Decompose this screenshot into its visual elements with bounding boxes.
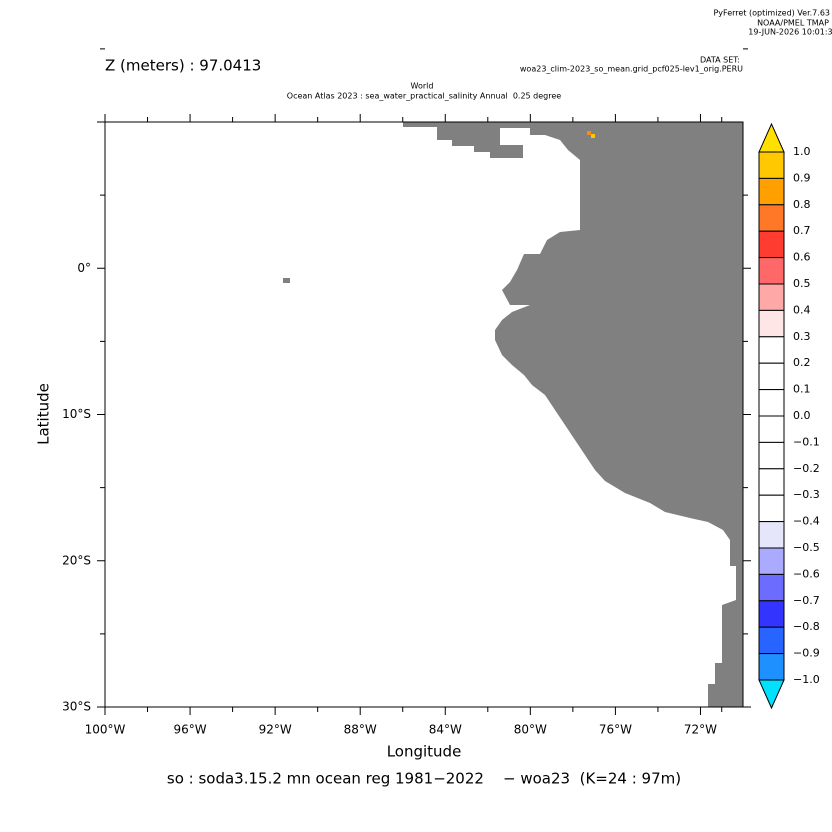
- colorbar-label: −1.0: [793, 673, 820, 686]
- colorbar-box: [758, 283, 785, 311]
- colorbar-box: [758, 415, 785, 443]
- y-tick-label: 10°S: [62, 407, 91, 421]
- colorbar-label: 0.3: [793, 330, 811, 343]
- colorbar-box: [758, 626, 785, 655]
- x-tick-label: 92°W: [259, 723, 292, 737]
- colorbar-box: [758, 309, 785, 338]
- chart-title: World: [411, 82, 434, 91]
- land-speck: [591, 134, 595, 138]
- colorbar-label: 0.0: [793, 409, 811, 422]
- colorbar-box: [758, 547, 785, 575]
- colorbar-box: [758, 230, 785, 259]
- colorbar-label: 0.9: [793, 171, 811, 184]
- x-tick-label: 88°W: [344, 723, 377, 737]
- colorbar-label: −0.3: [793, 488, 820, 501]
- colorbar-label: −0.7: [793, 594, 820, 607]
- date: 19-JUN-2026 10:01:32: [748, 28, 832, 37]
- y-tick-label: 0°: [77, 261, 91, 275]
- colorbar-box: [758, 389, 785, 417]
- colorbar-triangle: [758, 122, 785, 153]
- colorbar-label: 0.4: [793, 303, 811, 316]
- colorbar-box: [758, 521, 785, 549]
- x-tick-label: 72°W: [684, 723, 717, 737]
- x-tick-label: 96°W: [173, 723, 206, 737]
- y-axis-label: Latitude: [35, 383, 53, 445]
- software: PyFerret (optimized) Ver.7.63: [713, 9, 830, 18]
- colorbar-label: 0.7: [793, 224, 811, 237]
- colorbar-label: −0.6: [793, 567, 820, 580]
- y-tick-label: 30°S: [62, 700, 91, 714]
- colorbar-box: [758, 468, 785, 496]
- colorbar-box: [758, 494, 785, 523]
- colorbar-box: [758, 151, 785, 179]
- colorbar-box: [758, 653, 785, 681]
- colorbar-label: 0.1: [793, 383, 811, 396]
- colorbar-label: −0.9: [793, 647, 820, 660]
- colorbar-label: −0.5: [793, 541, 820, 554]
- colorbar-triangle: [758, 679, 785, 710]
- colorbar-box: [758, 257, 785, 285]
- depth-label: Z (meters) : 97.0413: [105, 57, 261, 75]
- colorbar-box: [758, 177, 785, 206]
- y-tick-label: 20°S: [62, 553, 91, 567]
- colorbar-label: −0.2: [793, 462, 820, 475]
- x-tick-label: 84°W: [429, 723, 462, 737]
- x-tick-label: 100°W: [85, 723, 126, 737]
- land-speck: [587, 131, 591, 135]
- colorbar-box: [758, 362, 785, 391]
- x-tick-label: 80°W: [514, 723, 547, 737]
- colorbar-label: 1.0: [793, 145, 811, 158]
- colorbar-label: 0.2: [793, 356, 811, 369]
- colorbar-label: 0.6: [793, 251, 811, 264]
- colorbar-box: [758, 573, 785, 602]
- footer: so : soda3.15.2 mn ocean reg 1981−2022 −…: [167, 770, 681, 788]
- org: NOAA/PMEL TMAP: [757, 19, 829, 28]
- dataset: woa23_clim-2023_so_mean.grid_pcf025-lev1…: [520, 65, 743, 74]
- colorbar-label: 0.5: [793, 277, 811, 290]
- x-tick-label: 76°W: [599, 723, 632, 737]
- colorbar-label: 0.8: [793, 198, 811, 211]
- colorbar-box: [758, 204, 785, 232]
- land-mask: [283, 122, 743, 707]
- colorbar-label: −0.1: [793, 435, 820, 448]
- island: [283, 278, 290, 283]
- colorbar-label: −0.4: [793, 515, 820, 528]
- land: [403, 122, 743, 707]
- chart-subtitle: Ocean Atlas 2023 : sea_water_practical_s…: [287, 92, 562, 101]
- x-axis-label: Longitude: [387, 743, 462, 761]
- colorbar-label: −0.8: [793, 620, 820, 633]
- colorbar-box: [758, 600, 785, 628]
- dataset-label: DATA SET:: [700, 56, 740, 65]
- colorbar-box: [758, 441, 785, 470]
- colorbar-box: [758, 336, 785, 364]
